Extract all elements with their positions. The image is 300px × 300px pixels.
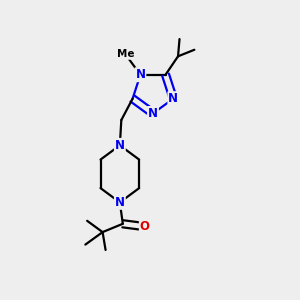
Text: N: N <box>148 107 158 120</box>
Text: N: N <box>135 68 146 81</box>
Text: N: N <box>168 92 178 105</box>
Text: N: N <box>115 196 125 209</box>
Text: N: N <box>115 139 125 152</box>
Text: O: O <box>140 220 150 233</box>
Text: Me: Me <box>117 49 134 59</box>
